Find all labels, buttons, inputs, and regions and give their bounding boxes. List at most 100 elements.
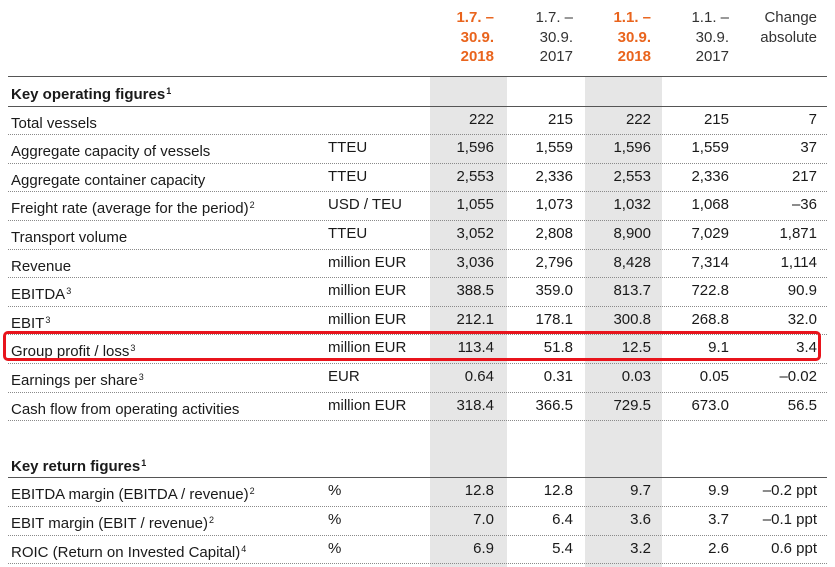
header-rule: [8, 76, 827, 77]
col-header-9m-2017: 1.1. – 30.9. 2017: [691, 9, 729, 65]
value-cell: 7,314: [691, 253, 729, 271]
value-cell: 3,036: [456, 253, 494, 271]
value-cell: 1,596: [613, 139, 651, 157]
value-cell: 51.8: [543, 339, 573, 357]
section-header: Key return figures1: [0, 449, 835, 477]
value-cell: 359.0: [535, 282, 573, 300]
row-divider: [8, 535, 827, 536]
footnote-marker: 3: [45, 314, 51, 325]
value-cell: 722.8: [691, 282, 729, 300]
value-cell: 9.1: [708, 339, 729, 357]
value-cell: 9.9: [708, 482, 729, 500]
row-unit: USD / TEU: [328, 196, 402, 214]
value-cell: 12.8: [543, 482, 573, 500]
row-unit: million EUR: [328, 282, 407, 300]
value-cell: 1,055: [456, 196, 494, 214]
section-title: Key return figures1: [11, 457, 147, 475]
row-divider: [8, 420, 827, 421]
value-cell: 37: [800, 139, 817, 157]
value-cell: –0.2 ppt: [762, 482, 817, 500]
section-rule: [8, 477, 827, 478]
row-label: Aggregate container capacity: [11, 171, 206, 189]
row-unit: EUR: [328, 368, 360, 385]
footnote-marker: 3: [138, 372, 144, 382]
col-header-q3-2018: 1.7. – 30.9. 2018: [456, 9, 494, 65]
row-divider: [8, 163, 827, 164]
value-cell: 8,428: [613, 253, 651, 271]
value-cell: 0.05: [699, 368, 729, 385]
value-cell: 113.4: [457, 339, 494, 357]
value-cell: 1,596: [456, 139, 494, 157]
value-cell: 366.5: [535, 396, 573, 414]
value-cell: 2,336: [691, 167, 729, 185]
footnote-marker: 3: [66, 286, 72, 297]
row-divider: [8, 277, 827, 278]
table-row: Transport volume TTEU 3,052 2,808 8,900 7,029…: [0, 220, 835, 248]
value-cell: 1,871: [779, 225, 817, 242]
row-divider: [8, 306, 827, 307]
row-divider: [8, 249, 827, 250]
footnote-marker: 2: [249, 200, 255, 211]
row-unit: million EUR: [328, 396, 407, 414]
highlight-box: [3, 331, 821, 361]
value-cell: 3.6: [630, 511, 651, 528]
table-row: Freight rate (average for the period)2 US…: [0, 191, 835, 219]
section-rule: [8, 106, 827, 107]
row-divider: [8, 134, 827, 135]
table-row: Revenue million EUR 3,036 2,796 8,428 7,314 1,…: [0, 249, 835, 277]
value-cell: 729.5: [613, 396, 651, 414]
row-divider: [8, 563, 827, 564]
value-cell: 2.6: [708, 539, 729, 557]
table-row-highlighted: Group profit / loss3 million EUR 113.4 51.8…: [0, 334, 835, 362]
value-cell: 673.0: [691, 396, 729, 414]
table-row: Earnings per share3 EUR 0.64 0.31 0.03 0.05 –0…: [0, 363, 835, 391]
value-cell: 222: [468, 110, 494, 128]
table-row: ROIC (Return on Invested Capital)4% 6.9 5.…: [0, 535, 835, 563]
col-header-change: Change absolute: [760, 9, 817, 46]
value-cell: 6.4: [552, 511, 573, 528]
row-unit: %: [328, 511, 342, 528]
value-cell: 90.9: [787, 282, 817, 300]
value-cell: 2,553: [456, 167, 494, 185]
row-label: Freight rate (average for the period)2: [11, 200, 255, 218]
value-cell: 813.7: [613, 282, 651, 300]
value-cell: 300.8: [613, 310, 651, 328]
row-divider: [8, 334, 827, 335]
value-cell: 2,808: [535, 225, 573, 242]
row-unit: %: [328, 539, 342, 557]
value-cell: –36: [791, 196, 817, 214]
row-divider: [8, 392, 827, 393]
value-cell: 5.4: [552, 539, 573, 557]
value-cell: 318.4: [456, 396, 494, 414]
table-row: Cash flow from operating activities milli…: [0, 392, 835, 420]
value-cell: 12.8: [464, 482, 494, 500]
row-label: Earnings per share3: [11, 372, 144, 389]
value-cell: 217: [791, 167, 817, 185]
row-label: Aggregate capacity of vessels: [11, 143, 211, 161]
value-cell: 2,796: [535, 253, 573, 271]
value-cell: 0.64: [464, 368, 494, 385]
value-cell: 6.9: [473, 539, 494, 557]
row-unit: million EUR: [328, 339, 407, 357]
row-label: EBIT3: [11, 314, 51, 332]
value-cell: 1,559: [691, 139, 729, 157]
row-label: Cash flow from operating activities: [11, 400, 240, 418]
row-label: Total vessels: [11, 114, 97, 132]
value-cell: 0.31: [543, 368, 573, 385]
value-cell: 215: [547, 110, 573, 128]
value-cell: 268.8: [691, 310, 729, 328]
value-cell: 2,336: [535, 167, 573, 185]
value-cell: 222: [625, 110, 651, 128]
table-row: EBIT3 million EUR 212.1 178.1 300.8 268.8 32.0: [0, 306, 835, 334]
value-cell: 1,032: [613, 196, 651, 214]
table-row: EBIT margin (EBIT / revenue)2% 7.0 6.4 3.6 3…: [0, 506, 835, 534]
row-label: Transport volume: [11, 229, 128, 246]
section-header: Key operating figures1: [0, 77, 835, 105]
footnote-marker: 2: [209, 515, 215, 525]
value-cell: 56.5: [787, 396, 817, 414]
value-cell: 0.6 ppt: [771, 539, 817, 557]
row-label: ROIC (Return on Invested Capital)4: [11, 543, 247, 561]
value-cell: 12.5: [621, 339, 651, 357]
row-unit: million EUR: [328, 310, 407, 328]
footnote-marker: 1: [141, 457, 147, 468]
